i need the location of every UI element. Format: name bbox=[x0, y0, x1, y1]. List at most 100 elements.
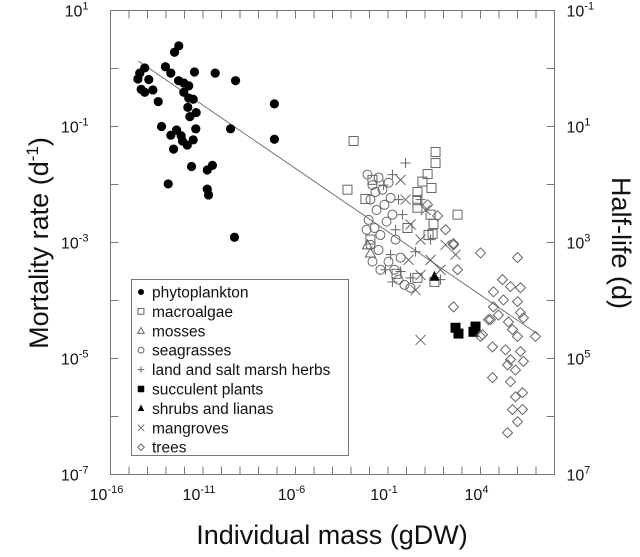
y-axis-label: Mortality rate (d-1) bbox=[23, 137, 54, 349]
phytoplankton-point bbox=[163, 179, 173, 189]
x-tick-label: 10-1 bbox=[370, 484, 398, 504]
phytoplankton-point bbox=[189, 67, 200, 77]
trees-point bbox=[497, 294, 510, 306]
land-and-salt-marsh-herbs-point bbox=[390, 224, 401, 235]
land-and-salt-marsh-herbs-point bbox=[405, 272, 416, 283]
trees-point bbox=[504, 353, 517, 366]
trees-point bbox=[514, 282, 527, 294]
seagrasses-point bbox=[395, 252, 406, 263]
trees-point bbox=[504, 280, 517, 293]
seagrasses-point bbox=[399, 279, 410, 290]
land-and-salt-marsh-herbs-point bbox=[425, 234, 436, 245]
trees-point bbox=[439, 224, 452, 236]
axis-ticks bbox=[110, 10, 555, 475]
phytoplankton-point bbox=[188, 94, 198, 104]
seagrasses-point bbox=[367, 180, 378, 191]
macroalgae-point bbox=[425, 209, 436, 220]
succulent-plants-point bbox=[470, 321, 481, 332]
mangroves-point bbox=[415, 269, 426, 281]
land-and-salt-marsh-herbs-point bbox=[378, 180, 389, 191]
trees-point bbox=[499, 344, 512, 356]
seagrasses-point bbox=[387, 209, 398, 220]
trees-point bbox=[511, 330, 524, 343]
x-axis-label: Individual mass (gDW) bbox=[196, 520, 468, 550]
phytoplankton-point bbox=[169, 47, 180, 57]
seagrasses-point bbox=[379, 199, 390, 210]
mangroves-point bbox=[415, 334, 426, 346]
phytoplankton-point bbox=[133, 74, 143, 84]
mangroves-point bbox=[410, 284, 421, 296]
seagrasses-point bbox=[383, 256, 394, 267]
shrubs-and-lianas-legend-marker bbox=[137, 404, 145, 411]
mangroves-point bbox=[420, 204, 431, 216]
mangroves-point bbox=[415, 234, 426, 245]
x-tick-label: 10-16 bbox=[90, 484, 124, 504]
phytoplankton-point bbox=[140, 87, 150, 97]
trees-point bbox=[511, 416, 524, 428]
macroalgae-point bbox=[428, 218, 439, 229]
seagrasses-point bbox=[371, 205, 382, 216]
tick-labels: 10-16 10-11 10-6 10-1 104 101 10-1 10-3 10-5 10-7… bbox=[61, 1, 594, 505]
succulent-plants-point bbox=[468, 326, 479, 337]
mangroves-point bbox=[435, 264, 446, 276]
phytoplankton-point bbox=[148, 85, 158, 95]
trees-point bbox=[506, 403, 519, 416]
macroalgae-point bbox=[427, 228, 438, 239]
trees-point bbox=[517, 312, 530, 324]
phytoplankton-point bbox=[230, 76, 241, 86]
trees-point bbox=[517, 355, 530, 368]
seagrasses-point bbox=[390, 234, 401, 245]
trees-point bbox=[492, 309, 505, 321]
seagrasses-point bbox=[385, 192, 396, 203]
seagrasses-point bbox=[363, 214, 374, 225]
land-and-salt-marsh-herbs-point bbox=[395, 266, 406, 277]
phytoplankton-point bbox=[186, 161, 197, 172]
seagrasses-point bbox=[373, 245, 384, 256]
macroalgae-point bbox=[367, 174, 378, 185]
y2-tick-label: 101 bbox=[567, 117, 591, 137]
succulent-plants-point bbox=[453, 328, 464, 339]
trees-point bbox=[487, 301, 500, 313]
trees-point bbox=[447, 239, 460, 251]
trees-point bbox=[447, 237, 460, 250]
phytoplankton-point bbox=[188, 135, 198, 145]
mangroves-point bbox=[425, 254, 436, 266]
phytoplankton-point bbox=[184, 81, 194, 91]
seagrasses-point bbox=[365, 239, 376, 250]
phytoplankton-point bbox=[210, 68, 220, 78]
shrubs-and-lianas-point bbox=[429, 270, 440, 281]
mangroves-point bbox=[450, 249, 461, 261]
trees-point bbox=[511, 251, 524, 264]
land-and-salt-marsh-herbs-legend-marker bbox=[137, 366, 145, 373]
macroalgae-point bbox=[360, 194, 371, 204]
trees-point bbox=[501, 427, 514, 439]
phytoplankton-point bbox=[269, 99, 280, 109]
trees-point bbox=[529, 330, 542, 343]
phytoplankton-point bbox=[229, 232, 240, 242]
trees-point bbox=[474, 330, 487, 343]
phytoplankton-point bbox=[182, 140, 192, 150]
seagrasses-point bbox=[370, 187, 381, 198]
mangroves-point bbox=[395, 174, 406, 186]
y-tick-label: 10-7 bbox=[61, 465, 89, 485]
phytoplankton-point bbox=[168, 144, 179, 154]
phytoplankton-point bbox=[225, 124, 236, 134]
data-points bbox=[133, 41, 542, 439]
mangroves-point bbox=[440, 239, 451, 251]
seagrasses-legend-label: seagrasses bbox=[152, 343, 232, 360]
x-tick-label: 10-6 bbox=[278, 484, 306, 504]
legend-box bbox=[131, 279, 349, 456]
trees-point bbox=[511, 295, 524, 308]
mangroves-legend-marker bbox=[137, 424, 145, 432]
mangroves-point bbox=[403, 254, 414, 266]
mangroves-legend-label: mangroves bbox=[152, 420, 229, 437]
phytoplankton-point bbox=[156, 121, 167, 132]
x-tick-label: 10-11 bbox=[183, 484, 216, 504]
macroalgae-point bbox=[417, 176, 428, 187]
macroalgae-point bbox=[412, 187, 423, 198]
phytoplankton-point bbox=[160, 62, 171, 72]
mosses-legend-label: mosses bbox=[152, 323, 206, 340]
phytoplankton-point bbox=[185, 112, 195, 122]
land-and-salt-marsh-herbs-point bbox=[387, 276, 398, 287]
trees-point bbox=[509, 364, 522, 376]
